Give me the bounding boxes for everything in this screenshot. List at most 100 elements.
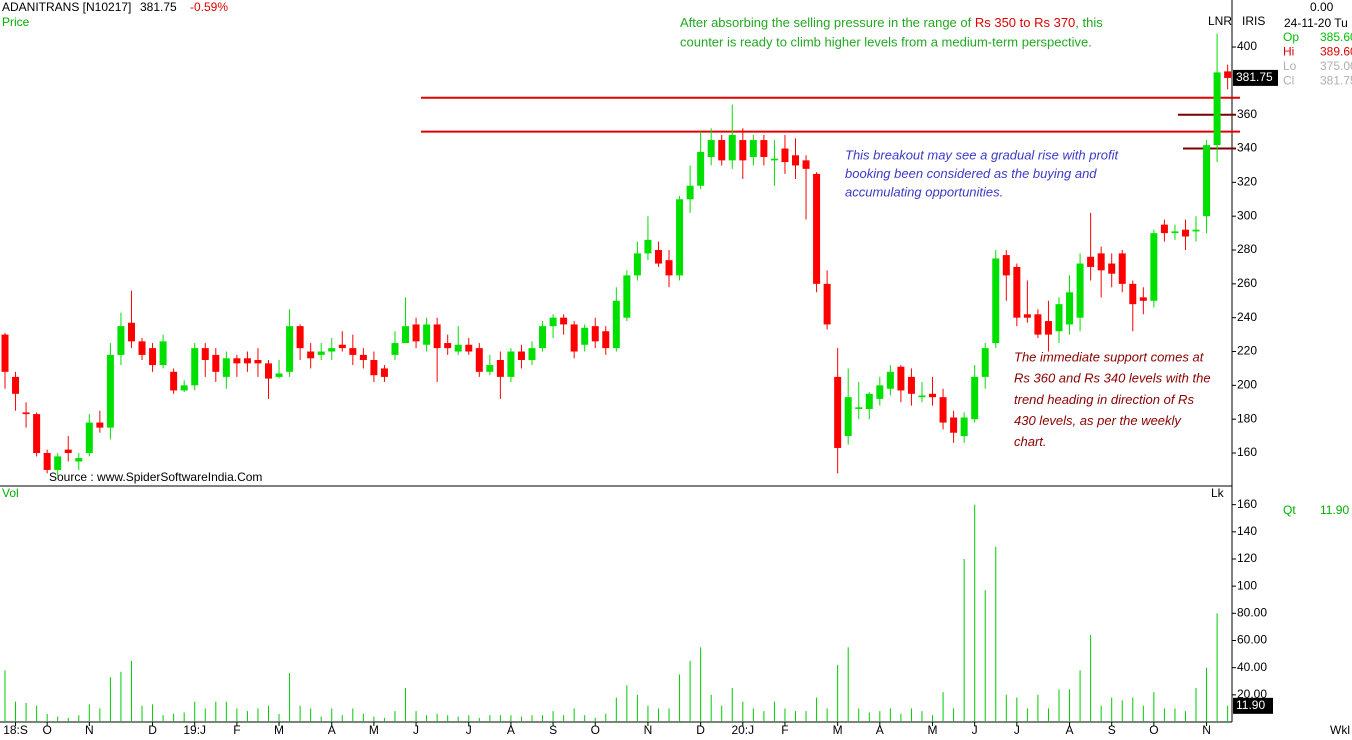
lnr: LNR — [1208, 14, 1232, 28]
quote-value: 385.60 — [1320, 30, 1352, 44]
candle-body — [591, 326, 599, 342]
candle-body — [149, 348, 157, 366]
annotation: 430 levels, as per the weekly — [1014, 413, 1182, 428]
candle-body — [349, 348, 357, 355]
candle-body — [1139, 297, 1147, 301]
candle-body — [602, 331, 610, 349]
candle-body — [960, 417, 968, 437]
candle-body — [1171, 231, 1179, 234]
x-tick-label: D — [148, 723, 157, 737]
candle-body — [528, 348, 536, 360]
candle-body — [633, 253, 641, 276]
candle-body — [1013, 266, 1021, 318]
qty-value: 11.90 — [1320, 503, 1349, 517]
candle-body — [654, 250, 662, 264]
y-tick-label: 300 — [1237, 208, 1257, 222]
candle-body — [180, 385, 188, 391]
y-tick-label: 120 — [1237, 551, 1257, 565]
candle-body — [402, 326, 410, 344]
x-tick-label: J — [972, 723, 978, 737]
candle-body — [64, 449, 72, 454]
y-tick-label: 60.00 — [1237, 633, 1267, 647]
candle-body — [159, 341, 167, 366]
candle-body — [865, 393, 873, 410]
candle-body — [907, 376, 915, 394]
x-tick-label: A — [1066, 723, 1074, 737]
candle-body — [43, 453, 51, 470]
annotation: After absorbing the selling pressure in … — [680, 15, 1103, 30]
x-tick-label: A — [328, 723, 336, 737]
candle-body — [686, 185, 694, 200]
volume-label: Vol — [2, 486, 19, 500]
candle-body — [22, 412, 30, 415]
candle-body — [1, 334, 9, 372]
x-tick-label: O — [591, 723, 600, 737]
y-tick-label: 400 — [1237, 39, 1257, 53]
candle-body — [1203, 145, 1211, 217]
candle-body — [222, 358, 230, 377]
annotation: chart. — [1014, 434, 1047, 449]
candle-body — [855, 407, 863, 410]
candle-body — [96, 422, 104, 428]
candle-body — [918, 395, 926, 398]
x-tick-label: M — [369, 723, 379, 737]
y-tick-label: 340 — [1237, 141, 1257, 155]
candle-body — [1087, 256, 1095, 267]
candle-body — [539, 326, 547, 349]
quote-name: Op — [1283, 30, 1299, 44]
candle-body — [981, 348, 989, 377]
date: 24-11-20 Tu — [1284, 16, 1348, 30]
candle-body — [1055, 304, 1063, 332]
x-tick-label: N — [85, 723, 94, 737]
candle-body — [433, 324, 441, 349]
iris: IRIS — [1242, 14, 1265, 28]
candle-body — [612, 300, 620, 349]
candle-body — [12, 376, 20, 394]
y-tick-label: 160 — [1237, 445, 1257, 459]
annotation: trend heading in direction of Rs — [1014, 392, 1194, 407]
candle-body — [1066, 292, 1074, 325]
candle-body — [1118, 253, 1126, 284]
candle-body — [517, 351, 525, 360]
candle-body — [560, 317, 568, 325]
candle-body — [85, 422, 93, 454]
x-tick-label: O — [42, 723, 51, 737]
candle-body — [971, 376, 979, 420]
candle-body — [1192, 229, 1200, 232]
candle-body — [728, 134, 736, 161]
x-tick-label: D — [696, 723, 705, 737]
candle-body — [950, 417, 958, 433]
x-tick-label: M — [274, 723, 284, 737]
candle-body — [138, 341, 146, 355]
price-box — [1233, 69, 1278, 86]
x-tick-label: J — [413, 723, 419, 737]
candle-body — [792, 155, 799, 166]
candle-body — [581, 327, 589, 345]
candle-body — [243, 358, 251, 364]
y-tick-label: 220 — [1237, 344, 1257, 358]
candle-body — [170, 371, 178, 391]
candle-body — [1150, 233, 1158, 301]
candle-body — [286, 326, 294, 372]
annotation-text: , this — [1075, 15, 1103, 30]
quote-value: 381.75 — [1320, 74, 1352, 88]
source: Source : www.SpiderSoftwareIndia.Com — [49, 470, 262, 484]
candle-body — [1023, 314, 1031, 318]
price-box-label: 381.75 — [1236, 70, 1273, 84]
candle-body — [697, 151, 705, 186]
x-tick-label: J — [1014, 723, 1020, 737]
annotation: Rs 360 and Rs 340 levels with the — [1014, 371, 1211, 386]
candle-body — [886, 371, 894, 389]
candle-body — [1108, 263, 1116, 274]
y-tick-label: 240 — [1237, 310, 1257, 324]
candle-body — [359, 354, 367, 360]
candle-body — [454, 344, 462, 352]
annotation-text: After absorbing the selling pressure in … — [680, 15, 975, 30]
y-tick-label: 360 — [1237, 107, 1257, 121]
candle-body — [307, 351, 315, 359]
quote-value: 389.60 — [1320, 45, 1352, 59]
candle-body — [475, 348, 483, 372]
candle-body — [1181, 229, 1189, 237]
